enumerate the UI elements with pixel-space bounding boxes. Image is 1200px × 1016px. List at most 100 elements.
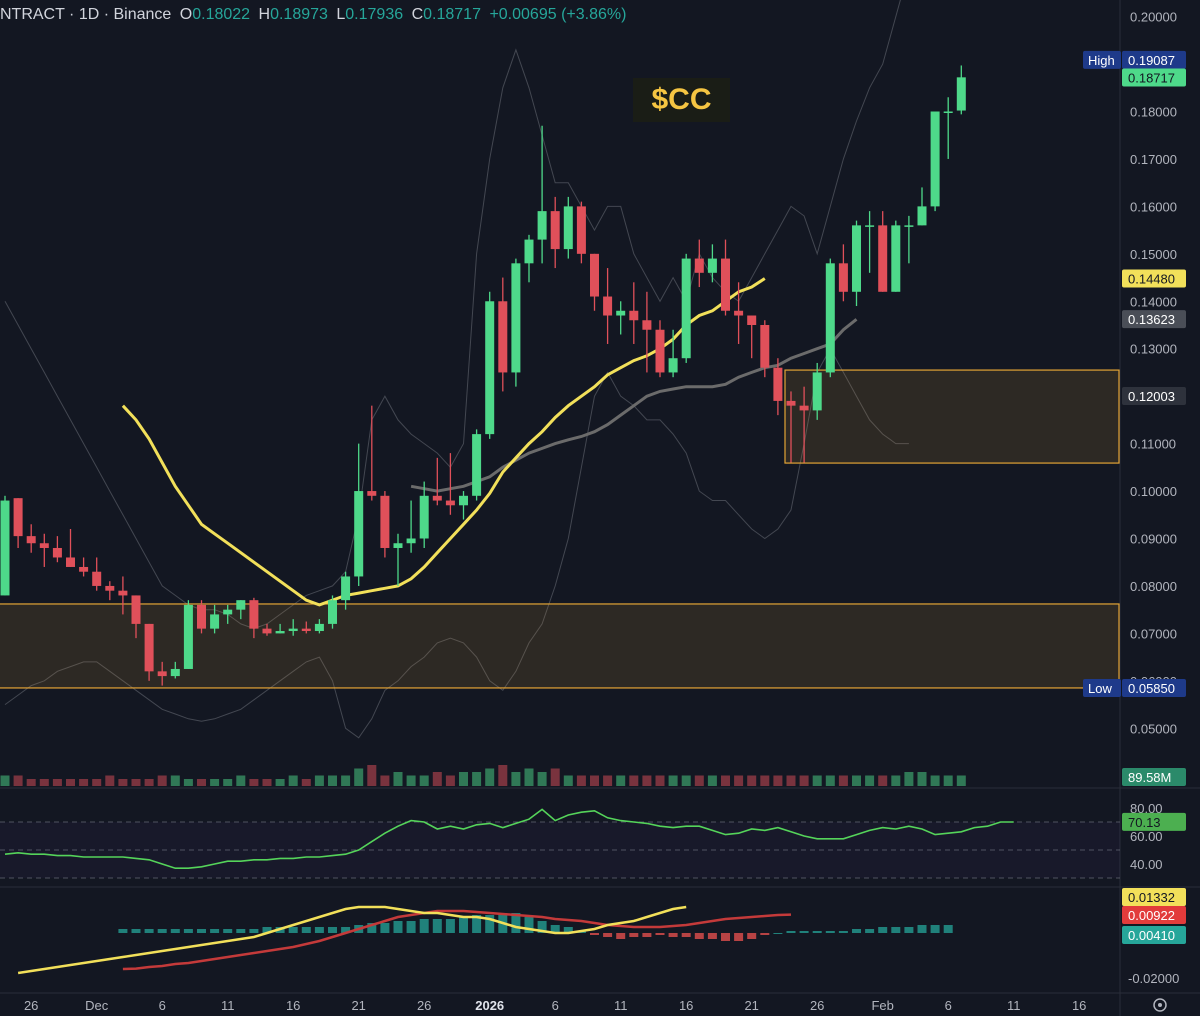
low-label: L: [336, 6, 346, 23]
candle-body: [721, 258, 730, 311]
time-axis-tick: 26: [810, 998, 824, 1013]
price-label-value: 0.14480: [1128, 272, 1175, 287]
candle-body: [118, 590, 128, 596]
ohlc-header: NTRACT · 1D · Binance O0.18022 H0.18973 …: [0, 6, 630, 26]
macd-histogram-bar: [328, 927, 337, 933]
candle-body: [131, 595, 141, 624]
candle-body: [39, 543, 49, 548]
macd-histogram-bar: [865, 929, 875, 933]
settings-gear-icon[interactable]: [1153, 998, 1167, 1012]
candle-body: [249, 600, 259, 629]
support-zone: [784, 369, 1120, 464]
macd-histogram-bar: [131, 929, 141, 933]
volume-bar: [445, 775, 455, 786]
candle-body: [760, 324, 770, 368]
candle-body: [524, 239, 534, 264]
macd-histogram-bar: [485, 915, 495, 933]
candle-body: [943, 111, 953, 113]
candle-body: [157, 671, 167, 677]
time-axis-tick: 21: [744, 998, 758, 1013]
volume-bar: [707, 775, 717, 786]
macd-histogram-bar: [891, 927, 901, 933]
candle-body: [511, 263, 521, 373]
price-label-value: 0.13623: [1128, 312, 1175, 327]
candle-body: [576, 206, 586, 254]
price-axis-tick: 0.17000: [1130, 152, 1177, 167]
volume-bar: [603, 775, 613, 786]
price-axis-tick: 0.11000: [1130, 437, 1176, 452]
price-label-box: [1122, 310, 1186, 329]
price-axis-tick: 0.08000: [1130, 579, 1177, 594]
macd-histogram-bar: [341, 927, 351, 933]
ma-fast-line: [121, 277, 766, 607]
time-axis-tick: 16: [679, 998, 693, 1013]
volume-bar: [301, 779, 311, 786]
macd-histogram-bar: [590, 933, 599, 935]
high-label: H: [258, 6, 271, 23]
volume-bar: [838, 775, 848, 786]
candle-body: [838, 263, 848, 292]
volume-bar: [432, 772, 442, 786]
volume-label-box: [1122, 768, 1186, 786]
candle-body: [563, 206, 573, 250]
candle-body: [223, 609, 233, 615]
volume-bar: [79, 779, 89, 786]
volume-bar: [734, 775, 744, 786]
time-axis-tick: Dec: [85, 998, 109, 1013]
volume-bar: [642, 775, 652, 786]
macd-histogram-bar: [445, 919, 455, 933]
candle-body: [590, 253, 599, 297]
volume-bar: [459, 772, 468, 786]
candle-body: [891, 225, 901, 292]
volume-bar: [576, 775, 586, 786]
candle-body: [419, 495, 429, 539]
candle-body: [13, 498, 23, 537]
volume-bar: [668, 775, 678, 786]
volume-bar: [616, 775, 626, 786]
macd-histogram-bar: [694, 933, 704, 939]
volume-bar: [367, 765, 377, 786]
volume-bar: [799, 775, 809, 786]
candle-body: [786, 400, 796, 406]
time-axis-tick: 26: [417, 998, 431, 1013]
macd-histogram-bar: [917, 925, 927, 933]
volume-bar: [721, 775, 730, 786]
candle-body: [459, 495, 468, 506]
time-axis-tick: 11: [221, 998, 235, 1013]
price-label-box: [1122, 50, 1186, 69]
candle-body: [170, 668, 180, 677]
candle-body: [79, 566, 89, 572]
candle-body: [642, 320, 652, 330]
time-axis-tick: 11: [1007, 998, 1021, 1013]
support-zone: [0, 603, 1120, 689]
candle-body: [681, 258, 691, 359]
candle-body: [236, 600, 246, 610]
ticker-badge: $CC: [633, 78, 730, 122]
candle-body: [616, 310, 626, 316]
macd-histogram-bar: [144, 929, 154, 933]
macd-histogram-bar: [301, 927, 311, 933]
candle-body: [485, 301, 495, 435]
macd-histogram-bar: [563, 927, 573, 933]
macd-axis-tick: 0.00922: [1128, 908, 1175, 923]
price-label-value: 0.18717: [1128, 70, 1175, 85]
candle-body: [301, 628, 311, 632]
close-label: C: [411, 6, 424, 23]
macd-histogram-bar: [367, 923, 377, 933]
candle-body: [747, 315, 757, 325]
macd-histogram-bar: [314, 927, 324, 933]
macd-histogram-bar: [210, 929, 220, 933]
volume-bar: [197, 779, 206, 786]
volume-bar: [262, 779, 272, 786]
time-axis-tick: 6: [159, 998, 166, 1013]
open-label: O: [179, 6, 193, 23]
symbol-label[interactable]: NTRACT · 1D · Binance: [0, 6, 172, 23]
close-value: 0.18717: [423, 6, 481, 23]
high-value: 0.18973: [270, 6, 328, 23]
volume-bar: [590, 775, 599, 786]
volume-bar: [13, 775, 23, 786]
price-label-value: 0.12003: [1128, 389, 1175, 404]
candle-body: [930, 111, 940, 207]
price-axis-tick: 0.15000: [1130, 247, 1177, 262]
